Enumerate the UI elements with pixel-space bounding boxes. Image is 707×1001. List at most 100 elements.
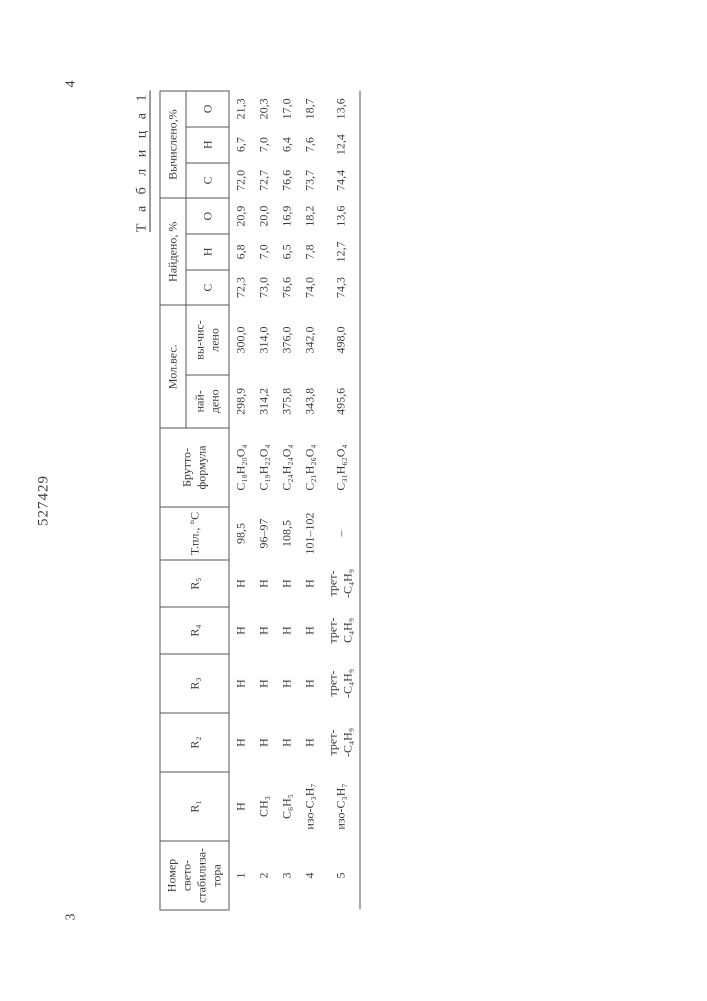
cell-fC: 72,3 [229,270,253,306]
cell-fH: 7,0 [253,234,276,270]
cell-r2: H [253,713,276,772]
cell-r3: трет--C₄H₉ [322,654,361,713]
col-r3: R₃ [160,654,229,713]
cell-cC: 76,6 [276,163,299,199]
col-found-o: O [186,198,229,234]
cell-fH: 12,7 [322,234,361,270]
table-header: Номер свето-стабилиза-тора R₁ R₂ R₃ R₄ R… [160,91,229,910]
cell-r1: изо-C₃H₇ [299,772,322,841]
cell-r2: трет--C₄H₉ [322,713,361,772]
cell-tpl: – [322,507,361,560]
cell-num: 2 [253,841,276,910]
cell-fO: 20,9 [229,198,253,234]
col-tpl: Т.пл., °C [160,507,229,560]
cell-r3: H [299,654,322,713]
cell-r4: H [276,607,299,654]
cell-r4: трет-C₄H₉ [322,607,361,654]
patent-number: 527429 [36,1,53,1001]
cell-r1: CH₃ [253,772,276,841]
cell-r1: изо-C₃H₇ [322,772,361,841]
cell-mw_calc: 314,0 [253,305,276,374]
cell-r4: H [229,607,253,654]
col-calc: Вычислено,% [160,91,186,198]
col-calc-c: C [186,163,229,199]
cell-fC: 74,3 [322,270,361,306]
cell-tpl: 101–102 [299,507,322,560]
col-r2: R₂ [160,713,229,772]
cell-brutto: C₃₁H₆₂O₄ [322,428,361,507]
cell-cC: 72,0 [229,163,253,199]
cell-cH: 7,6 [299,127,322,163]
cell-mw_calc: 376,0 [276,305,299,374]
table-row: 1HHHHH98,5C₁₈H₂₀O₄298,9300,072,36,820,97… [229,91,253,910]
cell-cC: 74,4 [322,163,361,199]
col-r4: R₄ [160,607,229,654]
cell-cH: 6,4 [276,127,299,163]
col-r1: R₁ [160,772,229,841]
table-row: 5изо-C₃H₇трет--C₄H₉трет--C₄H₉трет-C₄H₉тр… [322,91,361,910]
col-num: Номер свето-стабилиза-тора [160,841,229,910]
table-body: 1HHHHH98,5C₁₈H₂₀O₄298,9300,072,36,820,97… [229,91,360,910]
cell-mw_found: 375,8 [276,375,299,428]
cell-brutto: C₂₁H₂₆O₄ [299,428,322,507]
cell-cC: 72,7 [253,163,276,199]
cell-r2: H [229,713,253,772]
col-calc-h: H [186,127,229,163]
cell-brutto: C₁₉H₂₂O₄ [253,428,276,507]
cell-r4: H [299,607,322,654]
cell-cO: 13,6 [322,91,361,127]
cell-brutto: C₂₄H₂₄O₄ [276,428,299,507]
cell-r5: H [299,560,322,607]
cell-fO: 18,2 [299,198,322,234]
cell-r4: H [253,607,276,654]
cell-cH: 6,7 [229,127,253,163]
cell-fO: 20,0 [253,198,276,234]
col-found-c: C [186,270,229,306]
cell-cO: 21,3 [229,91,253,127]
cell-num: 5 [322,841,361,910]
cell-r5: трет--C₄H₉ [322,560,361,607]
cell-tpl: 108,5 [276,507,299,560]
table-row: 3C₆H₅HHHH108,5C₂₄H₂₄O₄375,8376,076,66,51… [276,91,299,910]
cell-r2: H [276,713,299,772]
col-r5: R₅ [160,560,229,607]
col-molves: Мол.вес. [160,305,186,428]
table-caption: Т а б л и ц а 1 [135,91,151,233]
col-mw-calc: вы-чис-лено [186,305,229,374]
cell-r2: H [299,713,322,772]
cell-r5: H [253,560,276,607]
cell-mw_found: 298,9 [229,375,253,428]
cell-fH: 6,5 [276,234,299,270]
cell-r1: C₆H₅ [276,772,299,841]
cell-fO: 13,6 [322,198,361,234]
cell-cO: 18,7 [299,91,322,127]
cell-cO: 17,0 [276,91,299,127]
col-brutto: Брутто-формула [160,428,229,507]
page-number-left: 3 [64,914,80,921]
cell-r5: H [229,560,253,607]
cell-r3: H [276,654,299,713]
col-found: Найдено, % [160,198,186,305]
cell-num: 4 [299,841,322,910]
cell-mw_found: 314,2 [253,375,276,428]
col-calc-o: O [186,91,229,127]
cell-cH: 7,0 [253,127,276,163]
cell-cC: 73,7 [299,163,322,199]
cell-fC: 76,6 [276,270,299,306]
cell-r5: H [276,560,299,607]
table-row: 2CH₃HHHH96–97C₁₉H₂₂O₄314,2314,073,07,020… [253,91,276,910]
page-number-right: 4 [64,81,80,88]
cell-fH: 6,8 [229,234,253,270]
compounds-table: Номер свето-стабилиза-тора R₁ R₂ R₃ R₄ R… [160,91,361,911]
cell-mw_calc: 300,0 [229,305,253,374]
col-found-h: H [186,234,229,270]
cell-mw_found: 343,8 [299,375,322,428]
cell-fC: 74,0 [299,270,322,306]
cell-mw_found: 495,6 [322,375,361,428]
cell-cO: 20,3 [253,91,276,127]
cell-tpl: 96–97 [253,507,276,560]
cell-brutto: C₁₈H₂₀O₄ [229,428,253,507]
cell-num: 3 [276,841,299,910]
cell-mw_calc: 498,0 [322,305,361,374]
cell-r3: H [229,654,253,713]
